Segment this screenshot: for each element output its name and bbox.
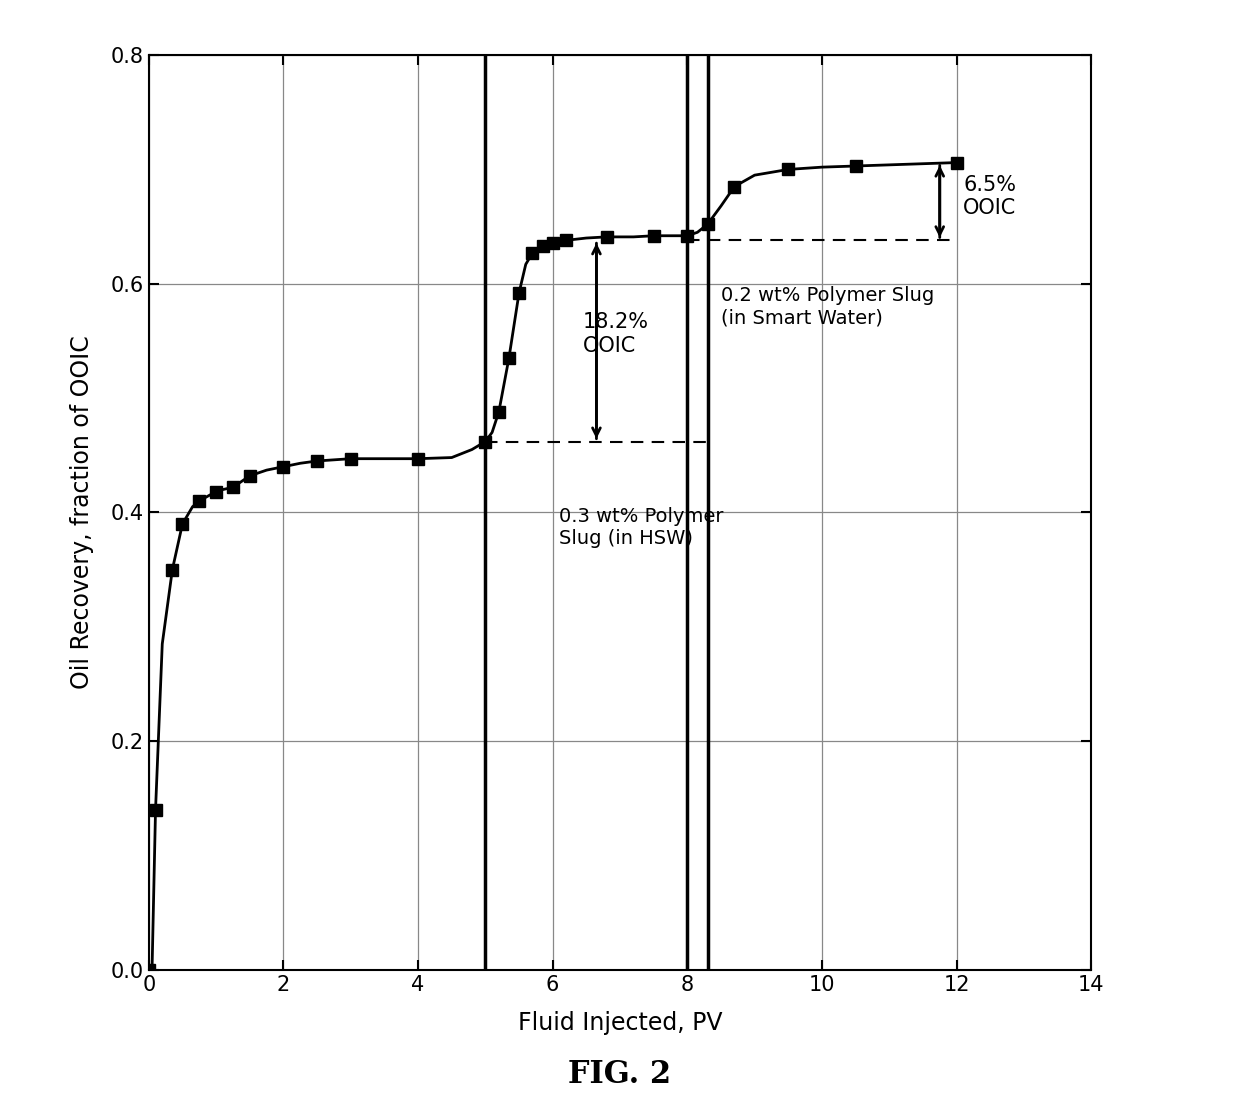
Text: 0.2 wt% Polymer Slug
(in Smart Water): 0.2 wt% Polymer Slug (in Smart Water) (720, 287, 934, 327)
Text: 18.2%
OOIC: 18.2% OOIC (583, 312, 649, 356)
Text: 0.3 wt% Polymer
Slug (in HSW): 0.3 wt% Polymer Slug (in HSW) (559, 507, 724, 548)
X-axis label: Fluid Injected, PV: Fluid Injected, PV (518, 1012, 722, 1035)
Y-axis label: Oil Recovery, fraction of OOIC: Oil Recovery, fraction of OOIC (69, 335, 94, 690)
Text: FIG. 2: FIG. 2 (568, 1059, 672, 1090)
Text: 6.5%
OOIC: 6.5% OOIC (963, 175, 1017, 218)
